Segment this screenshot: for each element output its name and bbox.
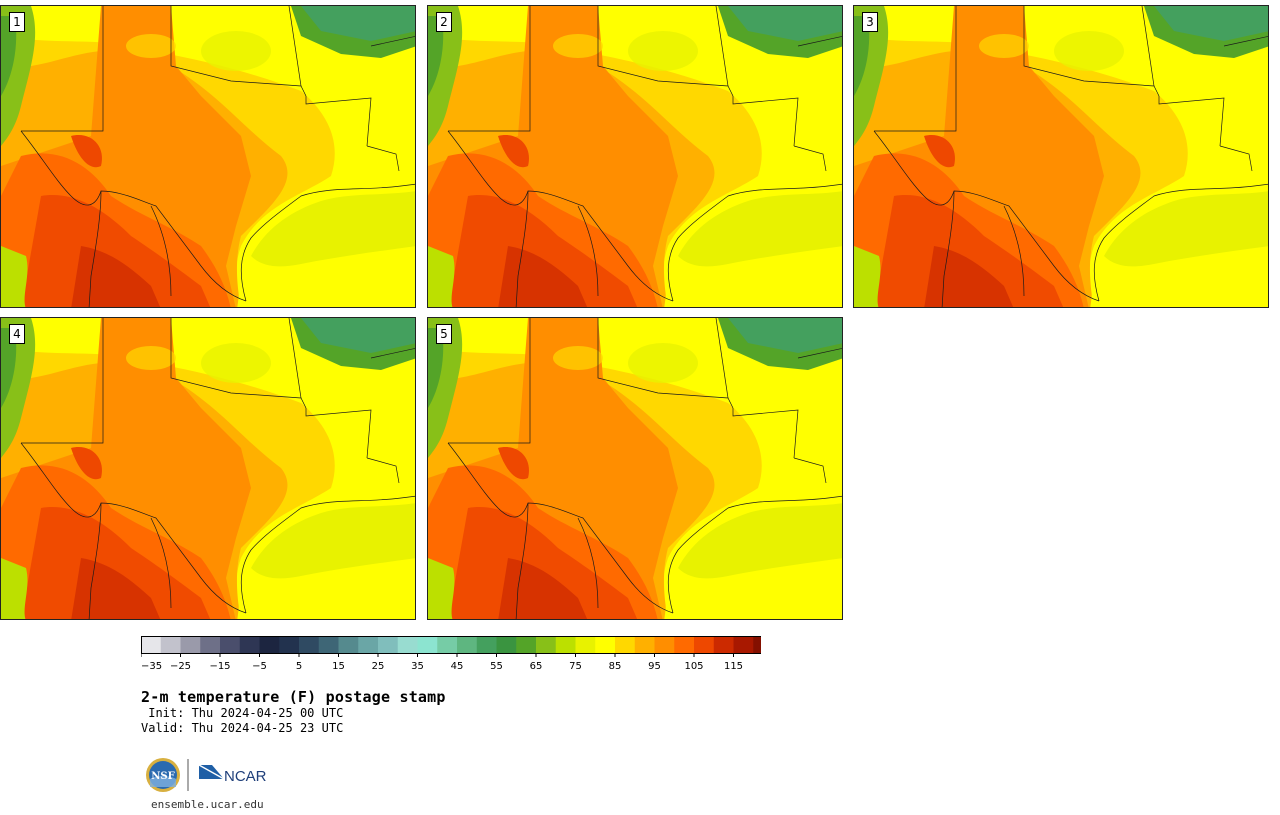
colorbar-tick-label: −15 xyxy=(209,661,230,672)
colorbar-swatch xyxy=(595,636,616,653)
colorbar-tick-label: −5 xyxy=(252,661,267,672)
colorbar-swatch xyxy=(160,636,181,653)
map-panel-4: 4 xyxy=(0,317,416,620)
panel-number: 2 xyxy=(436,12,452,32)
colorbar-swatch xyxy=(397,636,418,653)
colorbar-swatch xyxy=(200,636,221,653)
panel-number: 1 xyxy=(9,12,25,32)
colorbar-swatch xyxy=(496,636,517,653)
map-title: 2-m temperature (F) postage stamp xyxy=(141,688,446,706)
panel-number: 5 xyxy=(436,324,452,344)
map-panel-2: 2 xyxy=(427,5,843,308)
colorbar-swatch xyxy=(180,636,201,653)
colorbar-tick-label: 15 xyxy=(332,661,345,672)
colorbar-swatch xyxy=(575,636,596,653)
colorbar-tick-label: 25 xyxy=(372,661,385,672)
colorbar-tick-label: 65 xyxy=(530,661,543,672)
colorbar-swatch xyxy=(141,636,162,653)
panel-number: 4 xyxy=(9,324,25,344)
colorbar-tick-label: 5 xyxy=(296,661,302,672)
colorbar-tick-label: 35 xyxy=(411,661,424,672)
colorbar-swatch xyxy=(516,636,537,653)
colorbar-frame xyxy=(141,636,761,654)
colorbar-swatch xyxy=(417,636,438,653)
colorbar-tick-label: 85 xyxy=(609,661,622,672)
temperature-map xyxy=(1,6,415,307)
colorbar-tick-label: −25 xyxy=(170,661,191,672)
temperature-map xyxy=(428,6,842,307)
colorbar-swatch xyxy=(318,636,339,653)
title-block: 2-m temperature (F) postage stamp Init: … xyxy=(141,688,446,736)
colorbar-swatch xyxy=(536,636,557,653)
colorbar-swatch xyxy=(713,636,734,653)
colorbar-swatch xyxy=(457,636,478,653)
colorbar-tick-label: 75 xyxy=(569,661,582,672)
colorbar-swatch xyxy=(634,636,655,653)
valid-time: Valid: Thu 2024-04-25 23 UTC xyxy=(141,721,344,735)
nsf-logo-text: NSF xyxy=(151,771,174,782)
panel-number: 3 xyxy=(862,12,878,32)
colorbar-swatch xyxy=(220,636,241,653)
colorbar-swatch xyxy=(378,636,399,653)
colorbar-swatch xyxy=(358,636,379,653)
colorbar-swatch xyxy=(733,636,754,653)
map-panel-1: 1 xyxy=(0,5,416,308)
colorbar-swatch xyxy=(555,636,576,653)
temperature-map xyxy=(854,6,1268,307)
colorbar-swatch xyxy=(654,636,675,653)
ncar-logo-text: NCAR xyxy=(224,768,267,785)
temperature-map xyxy=(1,318,415,619)
colorbar-tick-label: 115 xyxy=(724,661,743,672)
logos: NSF NCAR xyxy=(146,758,267,792)
colorbar-swatch xyxy=(694,636,715,653)
nsf-logo: NSF xyxy=(146,758,180,792)
colorbar-swatch xyxy=(259,636,280,653)
colorbar: −35 −25 −15 −5 5 15 25 35 45 55 65 75 85 95 105 115 xyxy=(141,636,761,672)
colorbar-swatch xyxy=(674,636,695,653)
colorbar-swatch xyxy=(239,636,260,653)
colorbar-tick-label: −35 xyxy=(141,661,162,672)
colorbar-tick-label: 105 xyxy=(684,661,703,672)
colorbar-swatch xyxy=(615,636,636,653)
colorbar-swatch xyxy=(476,636,497,653)
colorbar-swatch xyxy=(753,636,761,653)
ncar-logo: NCAR xyxy=(198,764,267,785)
colorbar-swatch xyxy=(338,636,359,653)
temperature-map xyxy=(428,318,842,619)
colorbar-tick-label: 95 xyxy=(648,661,661,672)
colorbar-swatch xyxy=(299,636,320,653)
init-time: Init: Thu 2024-04-25 00 UTC xyxy=(141,706,344,720)
map-panel-3: 3 xyxy=(853,5,1269,308)
website-url: ensemble.ucar.edu xyxy=(151,798,264,811)
colorbar-tick-label: 45 xyxy=(451,661,464,672)
colorbar-swatch xyxy=(279,636,300,653)
colorbar-tick-label: 55 xyxy=(490,661,503,672)
map-panel-5: 5 xyxy=(427,317,843,620)
colorbar-swatch xyxy=(437,636,458,653)
